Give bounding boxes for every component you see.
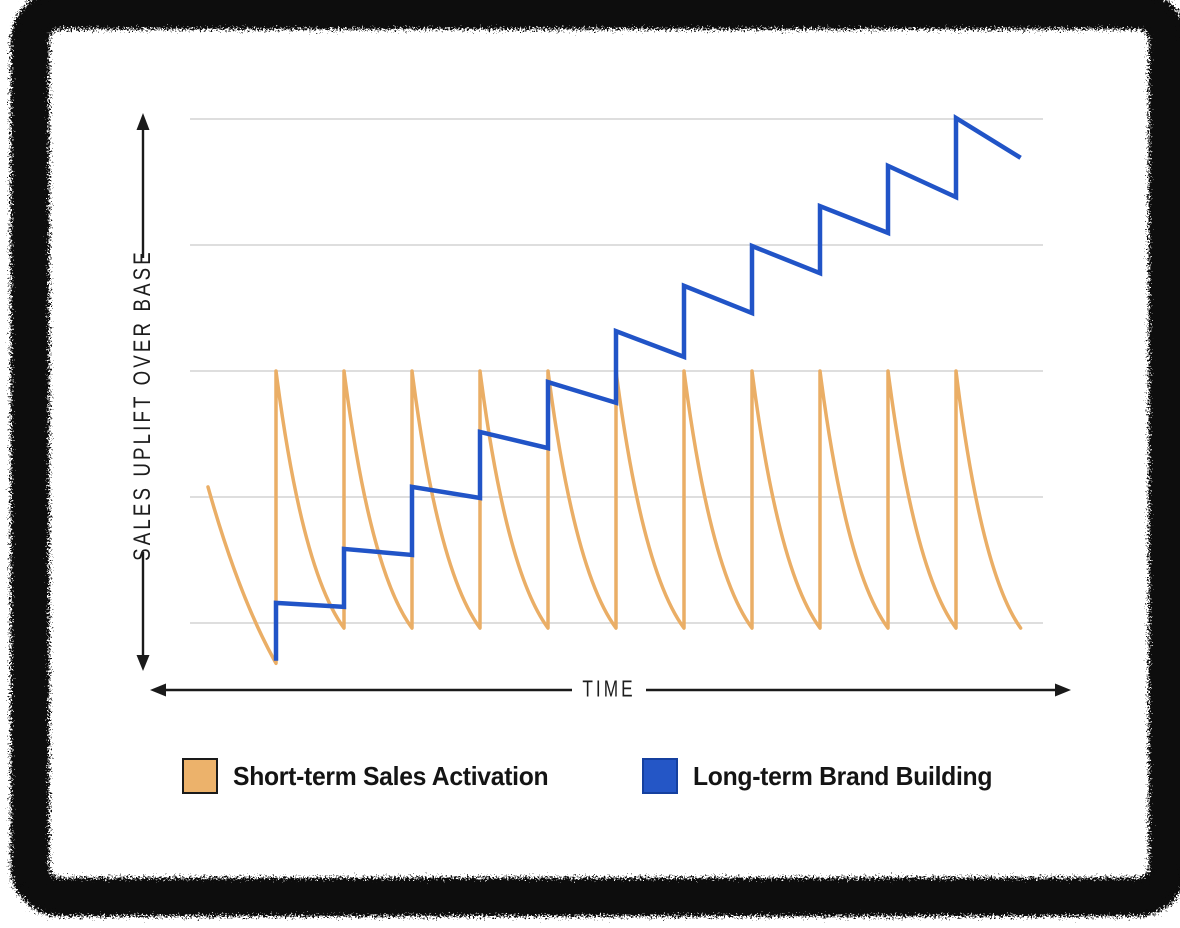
legend-item-activation: Short-term Sales Activation — [182, 758, 565, 794]
brand-series-line — [273, 113, 1022, 661]
y-axis-arrow — [136, 113, 150, 671]
legend-swatch-activation-icon — [182, 758, 218, 794]
x-axis-arrow — [150, 683, 1071, 697]
infographic-card — [50, 30, 1148, 877]
y-axis-arrowhead-up — [136, 113, 150, 130]
legend-label-activation: Short-term Sales Activation — [233, 760, 549, 791]
y-axis-label: SALES UPLIFT OVER BASE — [129, 249, 156, 561]
frame-strokes — [11, 0, 1180, 916]
x-axis-arrowhead-right — [1055, 683, 1071, 697]
legend-swatch-brand-icon — [642, 758, 678, 794]
x-axis-arrowhead-left — [150, 683, 166, 697]
x-axis-label: TIME — [582, 675, 636, 702]
legend-label-brand: Long-term Brand Building — [693, 760, 993, 791]
y-axis-arrowhead-down — [136, 655, 150, 671]
legend-item-brand: Long-term Brand Building — [642, 758, 1008, 794]
